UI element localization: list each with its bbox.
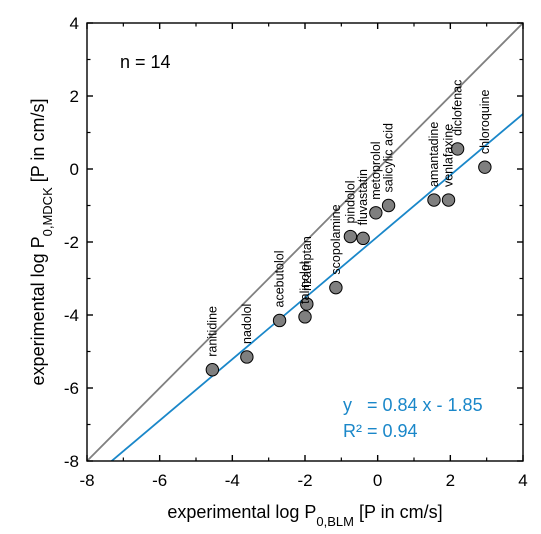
x-axis-title: experimental log P0,BLM [P in cm/s] xyxy=(167,502,442,529)
data-point xyxy=(298,310,312,324)
data-point xyxy=(343,229,358,244)
x-axis-title-sub: 0,BLM xyxy=(316,514,354,529)
x-tick-label: -4 xyxy=(225,471,240,490)
x-tick-label: -8 xyxy=(79,471,94,490)
point-label: chloroquine xyxy=(478,89,492,154)
data-point xyxy=(205,363,220,377)
point-label: metoprolol xyxy=(369,141,383,199)
regression-r2: R² = 0.94 xyxy=(343,421,418,441)
data-point xyxy=(427,193,441,207)
x-tick-label: 2 xyxy=(446,471,455,490)
point-label: amantadine xyxy=(427,122,441,187)
data-point xyxy=(450,142,465,156)
y-axis-title: experimental log P0,MDCK [P in cm/s] xyxy=(28,99,55,386)
point-label: nadolol xyxy=(240,304,254,344)
data-point xyxy=(381,198,396,213)
y-axis-title-sub: 0,MDCK xyxy=(40,187,55,236)
y-axis-title-tail: [P in cm/s] xyxy=(28,99,48,188)
y-tick-label: 2 xyxy=(70,87,79,106)
point-label: pindolol xyxy=(343,180,357,223)
point-label: acebutolol xyxy=(273,250,287,307)
point-label: venlafaxine xyxy=(442,124,456,187)
data-point xyxy=(441,193,456,207)
data-point xyxy=(300,297,314,311)
data-point xyxy=(478,160,492,174)
point-label: scopolamine xyxy=(329,204,343,274)
identity-line xyxy=(87,23,523,461)
y-tick-label: -6 xyxy=(64,379,79,398)
x-tick-label: 4 xyxy=(518,471,527,490)
point-label: ranitidine xyxy=(205,306,219,357)
data-point xyxy=(272,313,287,328)
x-axis-title-tail: [P in cm/s] xyxy=(354,502,443,522)
x-tick-label: -2 xyxy=(297,471,312,490)
point-labels-layer: ranitidine nadolol acebutolol talinololriza… xyxy=(205,80,492,357)
point-label: diclofenac xyxy=(451,80,465,136)
x-axis-title-main: experimental log P xyxy=(167,502,316,522)
point-label: rizatriptan xyxy=(300,236,314,291)
x-tick-label: -6 xyxy=(152,471,167,490)
y-tick-label: -4 xyxy=(64,306,79,325)
y-tick-label: 0 xyxy=(70,160,79,179)
x-tick-label: 0 xyxy=(373,471,382,490)
point-label: salicylic acid xyxy=(382,123,396,193)
y-tick-label: -8 xyxy=(64,452,79,471)
y-axis-title-main: experimental log P xyxy=(28,236,48,385)
regression-equation: y = 0.84 x - 1.85 xyxy=(343,395,483,415)
data-point xyxy=(369,206,383,220)
points-layer xyxy=(205,142,492,377)
axis-ticks: -8 -6 -4 -2 0 2 4 -8 -6 -4 -2 0 2 4 xyxy=(64,14,528,490)
data-point xyxy=(356,231,370,246)
data-point xyxy=(240,350,254,364)
data-point xyxy=(329,280,343,295)
y-tick-label: -2 xyxy=(64,233,79,252)
y-tick-label: 4 xyxy=(70,14,79,33)
point-label: fluvastatin xyxy=(356,169,370,225)
sample-size-annotation: n = 14 xyxy=(120,52,171,72)
point-label: talinolol xyxy=(298,261,312,303)
